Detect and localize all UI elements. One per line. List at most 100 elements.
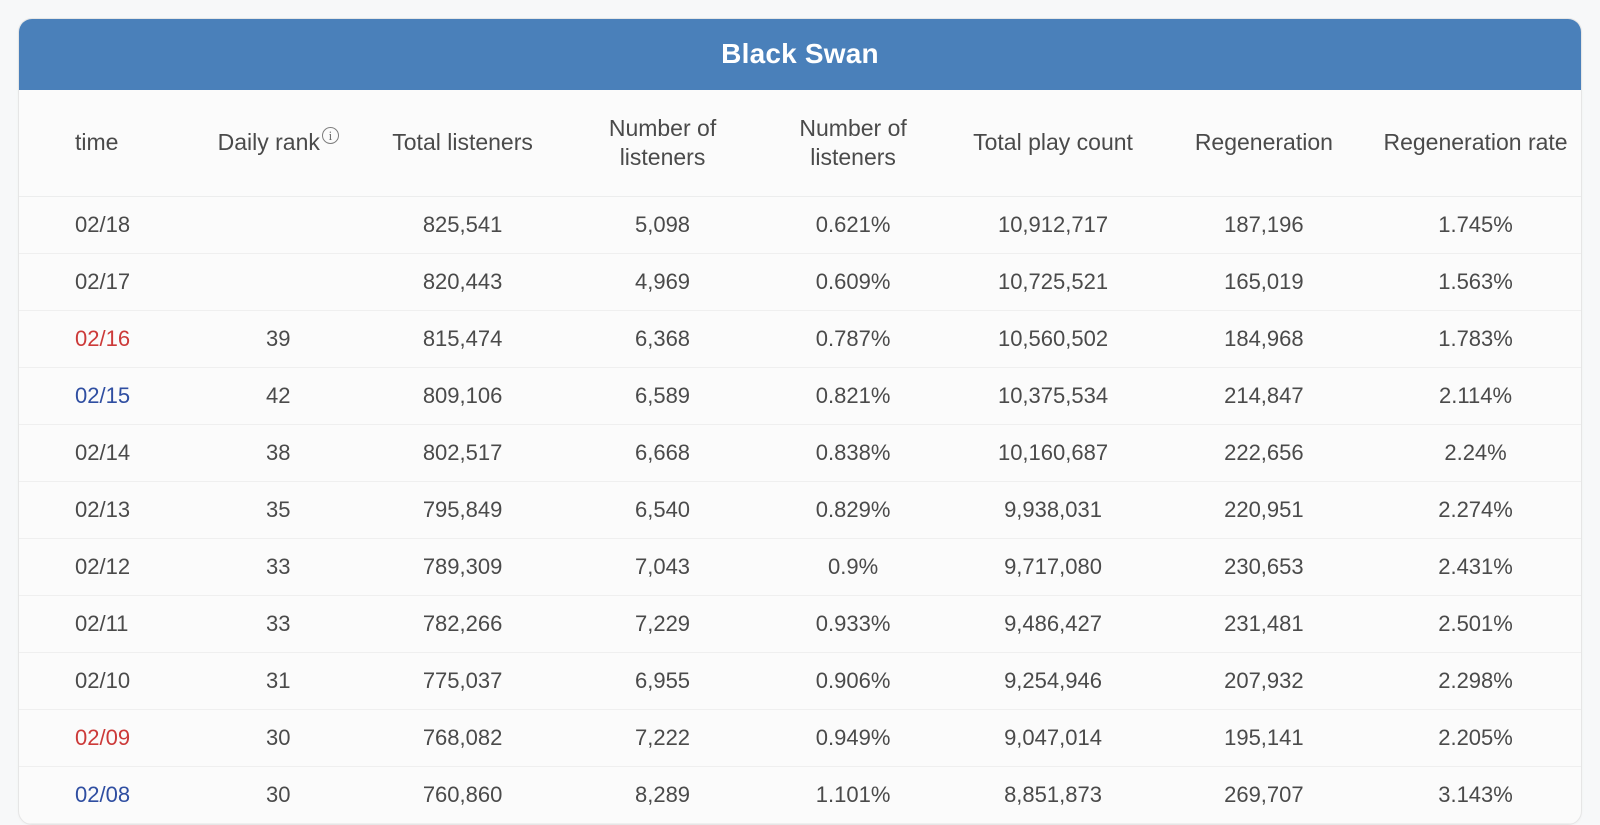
cell-time: 02/09 [19, 709, 199, 766]
cell-total_listeners: 775,037 [358, 652, 567, 709]
cell-total_play_count: 10,160,687 [948, 424, 1157, 481]
cell-num_listeners_1: 6,668 [567, 424, 758, 481]
cell-regeneration_rate: 2.298% [1370, 652, 1581, 709]
col-header-label: Number of listeners [799, 115, 906, 170]
cell-time: 02/13 [19, 481, 199, 538]
cell-regeneration_rate: 2.274% [1370, 481, 1581, 538]
col-header-label: Number of listeners [609, 115, 716, 170]
col-header-label: Regeneration [1195, 129, 1333, 155]
col-header-number-of-listeners-1: Number of listeners [567, 90, 758, 196]
cell-num_listeners_1: 6,368 [567, 310, 758, 367]
stats-card: Black Swan time Daily ranki Total listen… [18, 18, 1582, 825]
cell-regeneration_rate: 3.143% [1370, 766, 1581, 823]
cell-num_listeners_1: 5,098 [567, 196, 758, 253]
table-row: 02/1335795,8496,5400.829%9,938,031220,95… [19, 481, 1581, 538]
cell-num_listeners_2: 0.949% [758, 709, 949, 766]
cell-daily_rank [199, 196, 358, 253]
table-row: 02/1233789,3097,0430.9%9,717,080230,6532… [19, 538, 1581, 595]
cell-regeneration_rate: 2.501% [1370, 595, 1581, 652]
cell-num_listeners_2: 0.933% [758, 595, 949, 652]
cell-regeneration_rate: 2.114% [1370, 367, 1581, 424]
cell-time: 02/12 [19, 538, 199, 595]
cell-total_play_count: 9,486,427 [948, 595, 1157, 652]
table-row: 02/1639815,4746,3680.787%10,560,502184,9… [19, 310, 1581, 367]
cell-time: 02/14 [19, 424, 199, 481]
cell-regeneration: 187,196 [1158, 196, 1370, 253]
col-header-total-play-count: Total play count [948, 90, 1157, 196]
col-header-label: Total listeners [392, 129, 533, 155]
cell-num_listeners_2: 0.787% [758, 310, 949, 367]
cell-total_listeners: 789,309 [358, 538, 567, 595]
cell-total_listeners: 815,474 [358, 310, 567, 367]
cell-time: 02/15 [19, 367, 199, 424]
cell-regeneration_rate: 1.745% [1370, 196, 1581, 253]
cell-total_play_count: 8,851,873 [948, 766, 1157, 823]
cell-total_play_count: 10,725,521 [948, 253, 1157, 310]
col-header-label: Daily rank [218, 129, 320, 155]
cell-regeneration: 165,019 [1158, 253, 1370, 310]
table-row: 02/17820,4434,9690.609%10,725,521165,019… [19, 253, 1581, 310]
info-icon[interactable]: i [322, 127, 339, 144]
table-row: 02/0930768,0827,2220.949%9,047,014195,14… [19, 709, 1581, 766]
cell-regeneration: 222,656 [1158, 424, 1370, 481]
cell-daily_rank: 30 [199, 709, 358, 766]
cell-num_listeners_2: 0.838% [758, 424, 949, 481]
table-header-row: time Daily ranki Total listeners Number … [19, 90, 1581, 196]
cell-num_listeners_2: 0.609% [758, 253, 949, 310]
cell-regeneration_rate: 2.205% [1370, 709, 1581, 766]
col-header-daily-rank: Daily ranki [199, 90, 358, 196]
cell-regeneration: 220,951 [1158, 481, 1370, 538]
col-header-time: time [19, 90, 199, 196]
cell-regeneration: 231,481 [1158, 595, 1370, 652]
cell-total_play_count: 10,912,717 [948, 196, 1157, 253]
cell-num_listeners_1: 6,540 [567, 481, 758, 538]
cell-regeneration: 214,847 [1158, 367, 1370, 424]
cell-num_listeners_1: 7,222 [567, 709, 758, 766]
col-header-regeneration-rate: Regeneration rate [1370, 90, 1581, 196]
cell-regeneration: 269,707 [1158, 766, 1370, 823]
table-row: 02/1542809,1066,5890.821%10,375,534214,8… [19, 367, 1581, 424]
cell-time: 02/17 [19, 253, 199, 310]
cell-num_listeners_1: 6,589 [567, 367, 758, 424]
cell-total_listeners: 782,266 [358, 595, 567, 652]
cell-total_listeners: 795,849 [358, 481, 567, 538]
col-header-regeneration: Regeneration [1158, 90, 1370, 196]
stats-table: time Daily ranki Total listeners Number … [19, 90, 1581, 824]
col-header-total-listeners: Total listeners [358, 90, 567, 196]
cell-total_play_count: 10,560,502 [948, 310, 1157, 367]
table-row: 02/1438802,5176,6680.838%10,160,687222,6… [19, 424, 1581, 481]
cell-regeneration_rate: 2.24% [1370, 424, 1581, 481]
cell-regeneration_rate: 1.563% [1370, 253, 1581, 310]
cell-regeneration_rate: 2.431% [1370, 538, 1581, 595]
cell-total_play_count: 9,717,080 [948, 538, 1157, 595]
cell-total_listeners: 768,082 [358, 709, 567, 766]
cell-daily_rank: 31 [199, 652, 358, 709]
cell-regeneration: 207,932 [1158, 652, 1370, 709]
cell-time: 02/08 [19, 766, 199, 823]
cell-num_listeners_2: 0.829% [758, 481, 949, 538]
cell-daily_rank: 35 [199, 481, 358, 538]
col-header-label: time [75, 129, 118, 155]
cell-num_listeners_2: 0.621% [758, 196, 949, 253]
cell-time: 02/16 [19, 310, 199, 367]
cell-num_listeners_1: 7,043 [567, 538, 758, 595]
cell-total_listeners: 825,541 [358, 196, 567, 253]
table-body: 02/18825,5415,0980.621%10,912,717187,196… [19, 196, 1581, 823]
col-header-label: Total play count [973, 129, 1133, 155]
cell-daily_rank: 30 [199, 766, 358, 823]
table-row: 02/1133782,2667,2290.933%9,486,427231,48… [19, 595, 1581, 652]
table-row: 02/18825,5415,0980.621%10,912,717187,196… [19, 196, 1581, 253]
cell-daily_rank: 42 [199, 367, 358, 424]
table-header: time Daily ranki Total listeners Number … [19, 90, 1581, 196]
cell-daily_rank: 33 [199, 538, 358, 595]
cell-total_play_count: 9,254,946 [948, 652, 1157, 709]
cell-daily_rank: 33 [199, 595, 358, 652]
cell-total_listeners: 820,443 [358, 253, 567, 310]
table-row: 02/0830760,8608,2891.101%8,851,873269,70… [19, 766, 1581, 823]
cell-time: 02/10 [19, 652, 199, 709]
cell-num_listeners_2: 0.821% [758, 367, 949, 424]
cell-regeneration: 184,968 [1158, 310, 1370, 367]
cell-total_listeners: 809,106 [358, 367, 567, 424]
cell-num_listeners_1: 8,289 [567, 766, 758, 823]
cell-daily_rank [199, 253, 358, 310]
